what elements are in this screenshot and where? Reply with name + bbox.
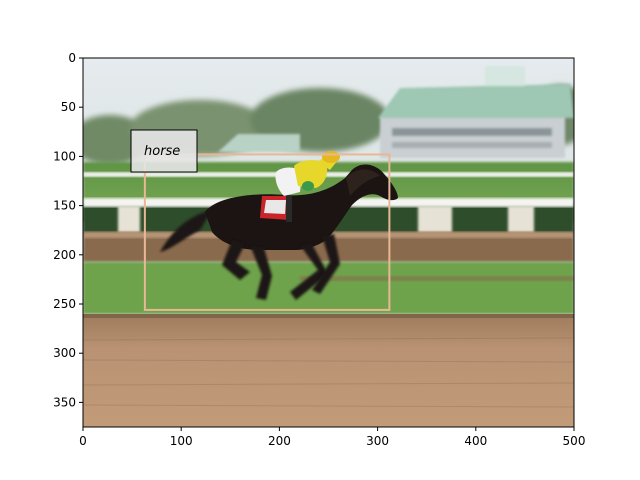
y-tick-label: 350 bbox=[53, 395, 76, 409]
horse-and-jockey bbox=[160, 151, 398, 300]
y-tick-label: 200 bbox=[53, 248, 76, 262]
x-tick-label: 200 bbox=[268, 434, 291, 448]
far-rail bbox=[83, 172, 574, 177]
y-tick-label: 150 bbox=[53, 199, 76, 213]
y-axis: 0 50 100 150 200 250 300 350 bbox=[53, 51, 83, 409]
y-tick-label: 250 bbox=[53, 297, 76, 311]
y-tick-label: 100 bbox=[53, 149, 76, 163]
detection-label-text: horse bbox=[144, 144, 180, 159]
x-tick-label: 100 bbox=[170, 434, 193, 448]
x-axis: 0 100 200 300 400 500 bbox=[79, 427, 585, 448]
axes-frame bbox=[82, 57, 575, 428]
detection-label-background bbox=[130, 129, 198, 173]
x-tick-label: 400 bbox=[464, 434, 487, 448]
y-tick-label: 0 bbox=[68, 51, 76, 65]
x-tick-label: 300 bbox=[366, 434, 389, 448]
dirt-track bbox=[83, 314, 574, 427]
y-tick-label: 50 bbox=[61, 100, 76, 114]
grandstand bbox=[218, 66, 574, 158]
detection-label: horse bbox=[130, 129, 198, 173]
detection-box bbox=[143, 153, 391, 311]
x-tick-label: 500 bbox=[563, 434, 586, 448]
x-tick-label: 0 bbox=[79, 434, 87, 448]
y-tick-label: 300 bbox=[53, 346, 76, 360]
dirt-texture bbox=[83, 337, 574, 408]
photo bbox=[83, 58, 574, 427]
